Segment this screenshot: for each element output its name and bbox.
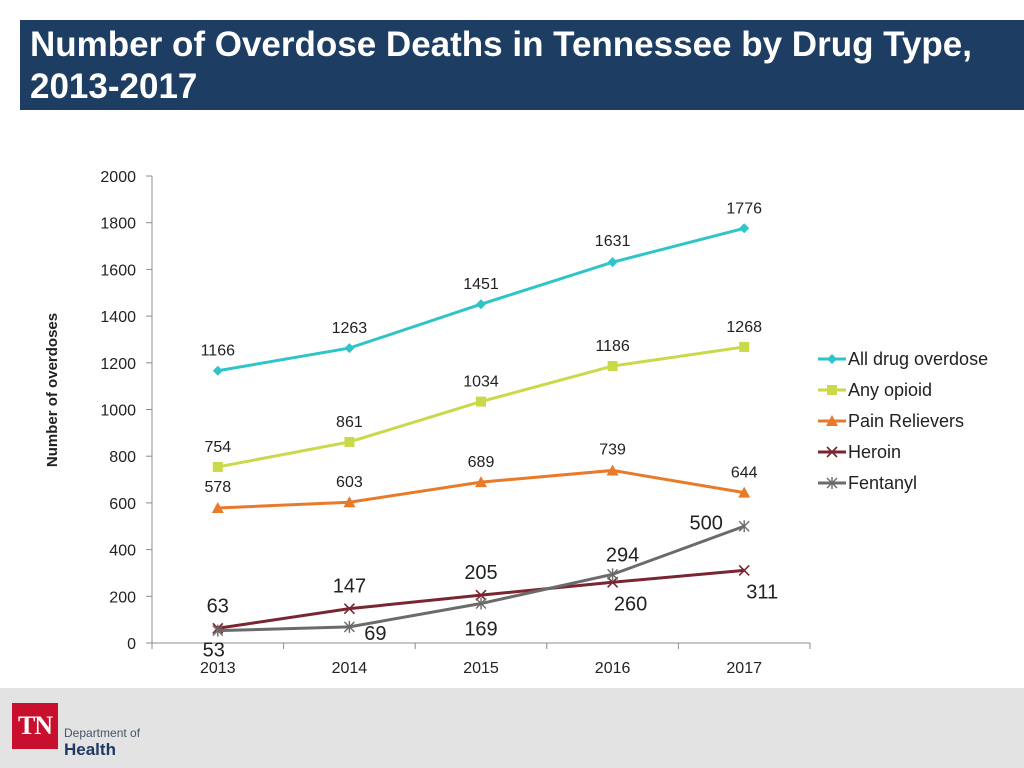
legend-marker-heroin	[826, 446, 838, 458]
legend-label-heroin: Heroin	[848, 442, 901, 462]
x-tick-label: 2013	[200, 660, 236, 677]
data-label-heroin: 205	[464, 562, 497, 584]
legend-label-pain-relievers: Pain Relievers	[848, 411, 964, 431]
y-tick-label: 1800	[100, 216, 136, 233]
data-label-all-drug-overdose: 1776	[726, 200, 762, 217]
legend-label-any-opioid: Any opioid	[848, 380, 932, 400]
data-point-pain-relievers	[475, 476, 487, 488]
x-tick-label: 2017	[726, 660, 762, 677]
legend-label-fentanyl: Fentanyl	[848, 473, 917, 493]
legend-marker-all-drug-overdose	[827, 354, 837, 364]
y-tick-label: 1200	[100, 356, 136, 373]
legend-marker-any-opioid	[827, 385, 837, 395]
x-tick-label: 2015	[463, 660, 499, 677]
data-point-pain-relievers	[738, 486, 751, 498]
series-line-pain-relievers	[217, 468, 745, 510]
title-bar: Number of Overdose Deaths in Tennessee b…	[20, 20, 1024, 110]
data-label-pain-relievers: 644	[731, 465, 758, 482]
y-tick-label: 200	[109, 589, 136, 606]
data-point-heroin	[475, 589, 487, 601]
y-axis-title: Number of overdoses	[44, 313, 61, 467]
data-point-all-drug-overdose	[476, 299, 486, 310]
data-label-any-opioid: 1034	[463, 374, 499, 391]
legend-label-all-drug-overdose: All drug overdose	[848, 349, 988, 369]
data-label-any-opioid: 754	[204, 439, 231, 456]
data-label-all-drug-overdose: 1166	[201, 343, 236, 360]
data-point-all-drug-overdose	[212, 365, 223, 376]
overdose-line-chart: 0 200 400 600 800 1000 1200 1400 1600 1800 2000 201…	[44, 169, 988, 677]
y-tick-label: 1600	[100, 262, 136, 279]
data-point-all-drug-overdose	[344, 343, 355, 354]
data-point-any-opioid	[739, 341, 750, 352]
tn-logo: TN	[12, 703, 58, 749]
footer: TN Department of Health	[0, 688, 1024, 768]
y-tick-label: 2000	[100, 169, 136, 186]
data-label-fentanyl: 500	[690, 512, 723, 534]
data-label-any-opioid: 1186	[595, 338, 630, 355]
data-point-fentanyl	[607, 568, 619, 581]
y-tick-label: 400	[109, 543, 136, 560]
data-label-heroin: 63	[207, 595, 229, 617]
data-point-pain-relievers	[343, 496, 356, 508]
data-label-pain-relievers: 578	[204, 479, 231, 496]
data-label-pain-relievers: 603	[336, 474, 363, 491]
data-label-heroin: 147	[333, 576, 366, 598]
data-label-fentanyl: 294	[606, 544, 639, 566]
data-point-heroin	[738, 564, 750, 576]
page-title: Number of Overdose Deaths in Tennessee b…	[30, 25, 972, 106]
x-tick-label: 2016	[595, 660, 631, 677]
data-point-pain-relievers	[606, 464, 619, 476]
data-point-any-opioid	[212, 461, 223, 472]
data-label-all-drug-overdose: 1263	[332, 320, 368, 337]
data-point-fentanyl	[212, 624, 224, 637]
data-label-fentanyl: 69	[364, 623, 386, 645]
series-line-any-opioid	[217, 345, 745, 469]
legend-marker-pain-relievers	[826, 415, 838, 426]
data-point-fentanyl	[343, 620, 355, 633]
y-tick-label: 1400	[100, 309, 136, 326]
data-point-any-opioid	[607, 361, 618, 372]
data-label-any-opioid: 861	[336, 414, 363, 431]
data-point-fentanyl	[475, 597, 487, 610]
x-tick-label: 2014	[332, 660, 368, 677]
data-point-any-opioid	[344, 436, 355, 447]
department-name: Health	[64, 740, 116, 759]
data-point-pain-relievers	[211, 502, 224, 514]
y-tick-label: 1000	[100, 403, 136, 420]
data-label-heroin: 260	[614, 593, 647, 615]
data-point-all-drug-overdose	[739, 223, 750, 234]
data-label-all-drug-overdose: 1631	[595, 233, 631, 250]
y-tick-label: 0	[127, 636, 136, 653]
department-label: Department of	[64, 726, 141, 740]
y-tick-label: 600	[109, 496, 136, 513]
legend-marker-fentanyl	[826, 477, 838, 489]
data-label-any-opioid: 1268	[726, 319, 762, 336]
data-label-pain-relievers: 739	[599, 441, 626, 458]
data-label-pain-relievers: 689	[468, 454, 495, 471]
data-label-fentanyl: 53	[203, 640, 225, 662]
data-label-fentanyl: 169	[464, 619, 497, 641]
data-point-all-drug-overdose	[607, 257, 618, 268]
data-label-all-drug-overdose: 1451	[463, 276, 499, 293]
data-point-heroin	[343, 603, 355, 615]
data-point-fentanyl	[738, 520, 750, 533]
y-tick-label: 800	[109, 449, 136, 466]
data-point-any-opioid	[476, 396, 486, 407]
data-label-heroin: 311	[746, 581, 778, 603]
data-point-heroin	[607, 576, 619, 588]
